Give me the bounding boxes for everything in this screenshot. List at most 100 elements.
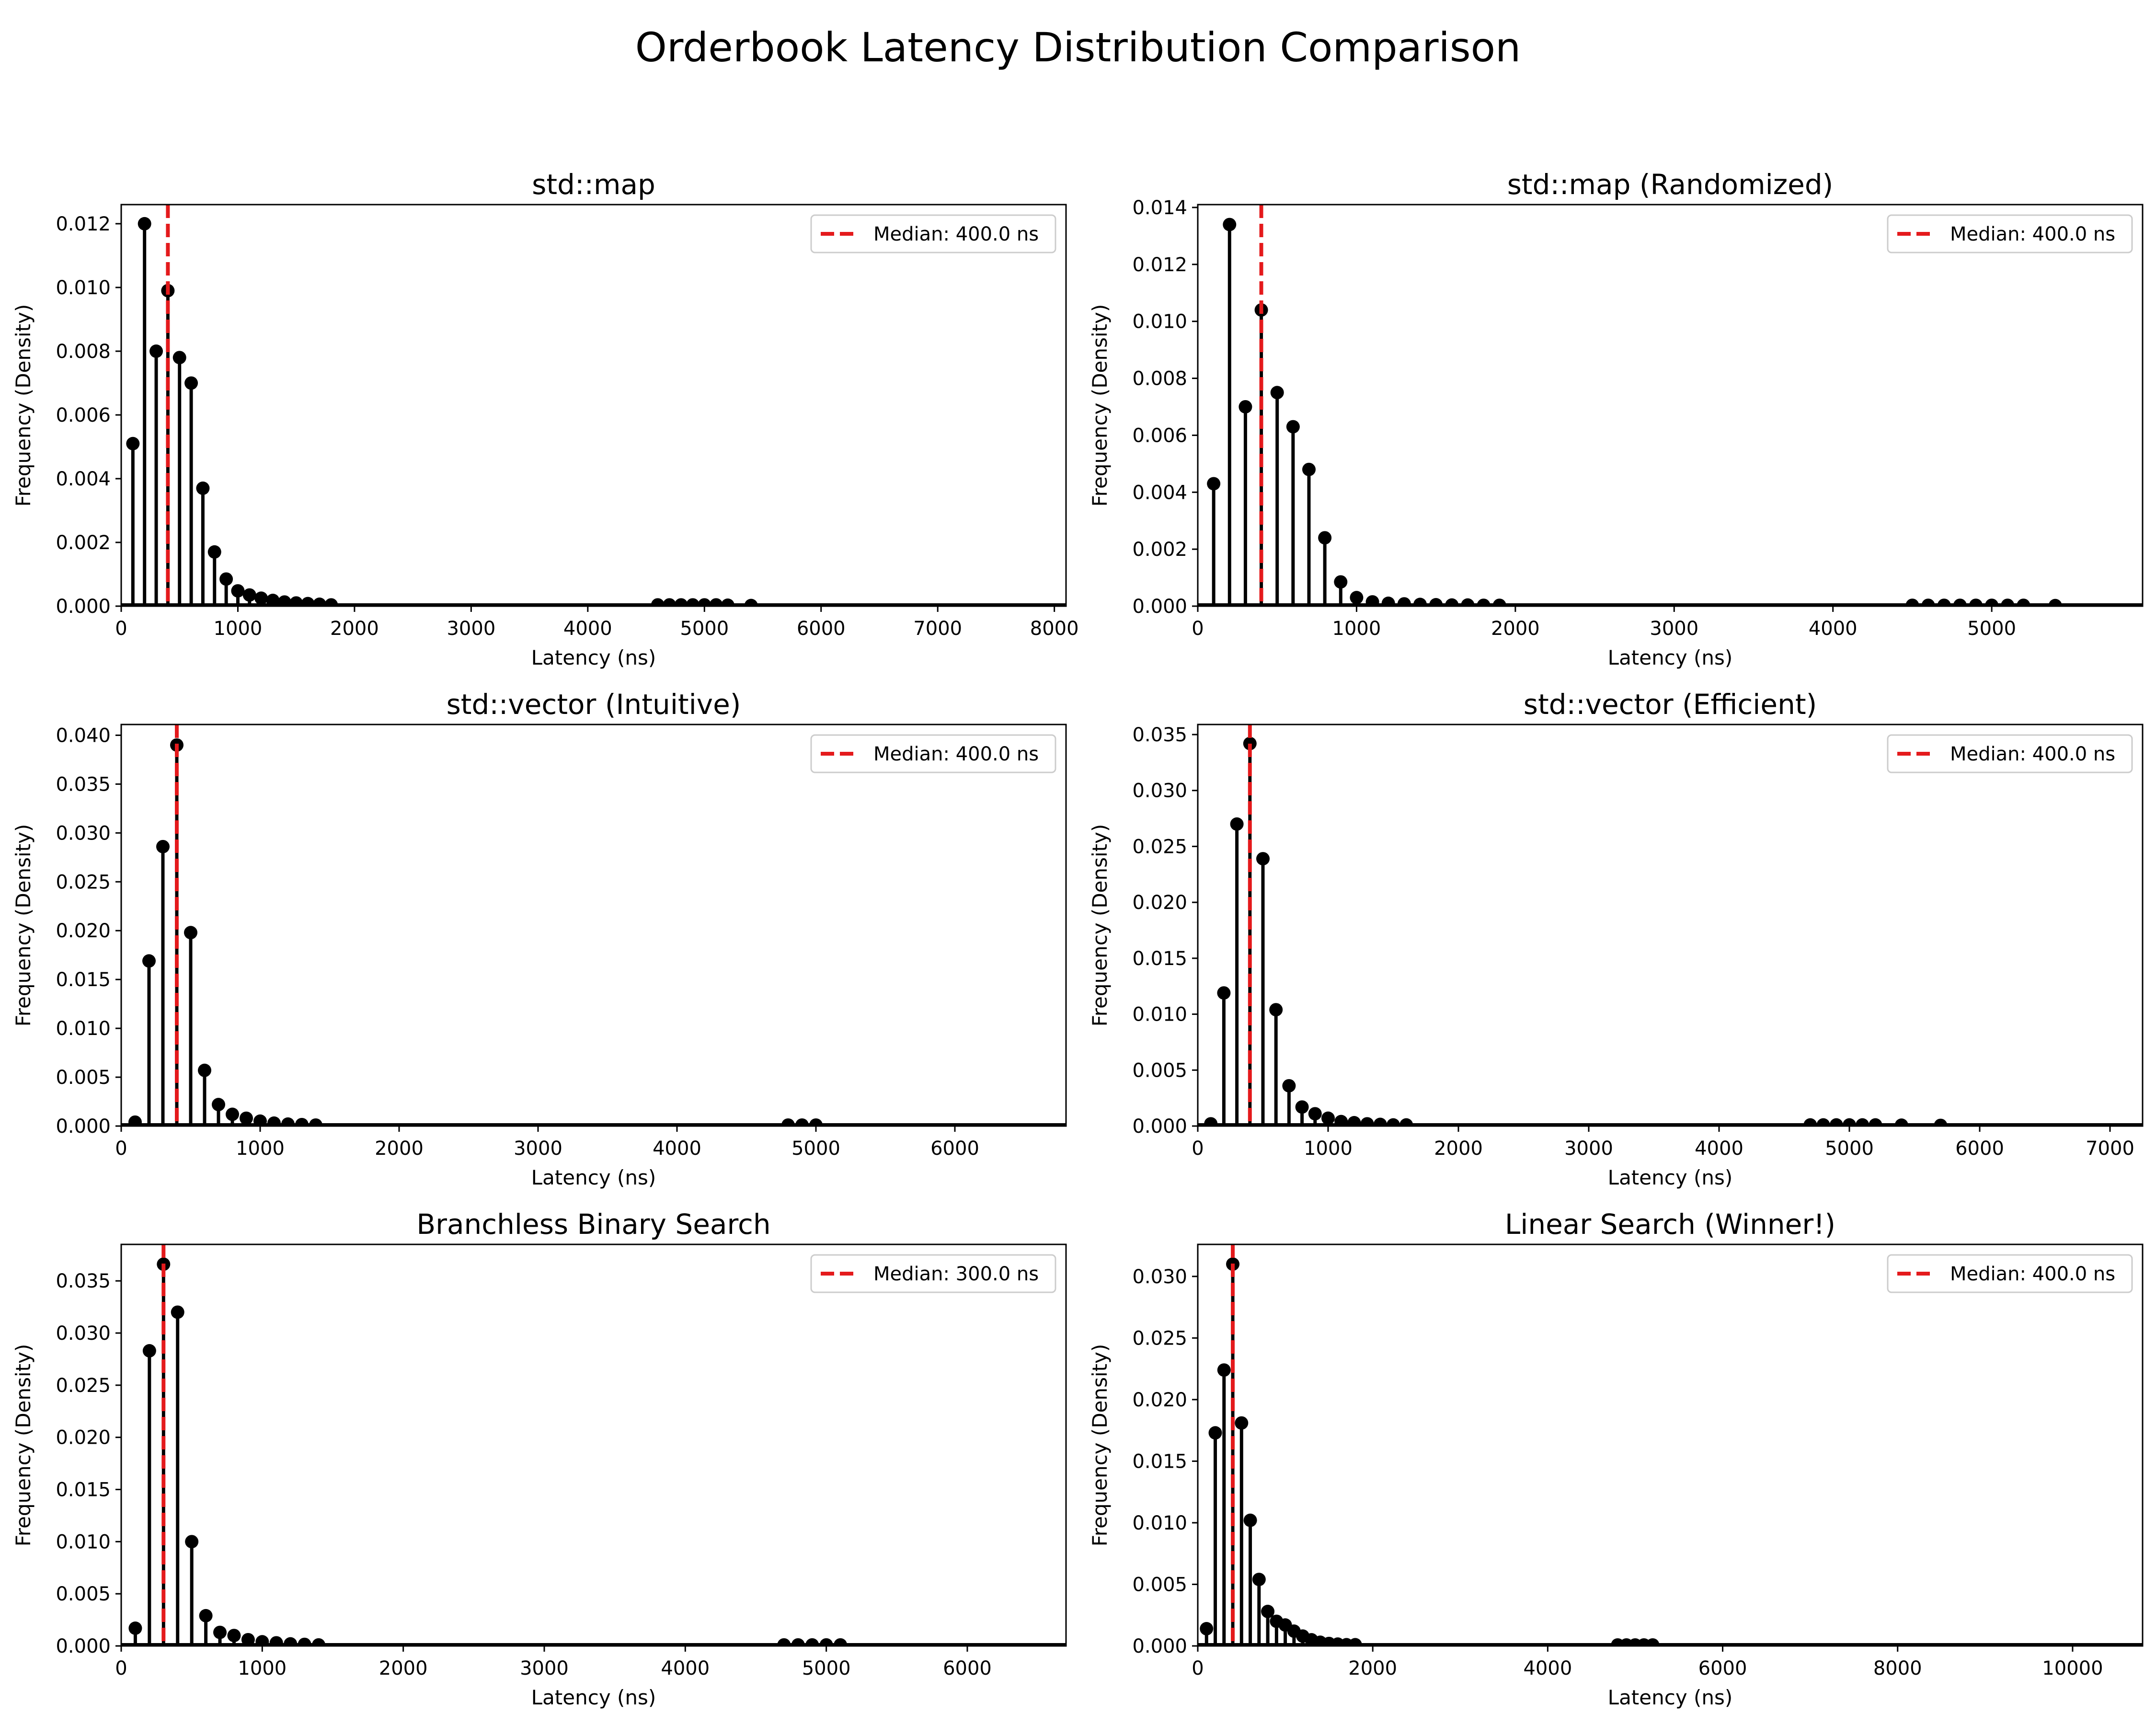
stem-marker	[1217, 1363, 1231, 1377]
stem-marker	[128, 1621, 142, 1635]
stem-marker	[324, 598, 338, 606]
legend-box	[810, 1254, 1056, 1293]
stem-marker	[242, 588, 256, 602]
x-tick-label: 3000	[520, 1657, 569, 1679]
stem-marker	[1381, 597, 1395, 606]
x-tick-label: 0	[1192, 618, 1204, 640]
x-tick-label: 1000	[1332, 618, 1381, 640]
y-tick-label: 0.020	[1132, 892, 1187, 914]
stem-marker	[312, 1638, 326, 1646]
x-tick-label: 3000	[1564, 1138, 1613, 1160]
y-tick-label: 0.035	[56, 773, 111, 795]
legend-box	[1887, 214, 2133, 253]
stem-marker	[1318, 531, 1332, 545]
stem-marker	[267, 1116, 281, 1126]
stem-marker	[1286, 420, 1300, 434]
x-tick-label: 4000	[1523, 1657, 1572, 1679]
stem-marker	[1816, 1118, 1830, 1126]
plot-area	[121, 205, 1066, 606]
legend-label: Median: 400.0 ns	[1950, 223, 2115, 245]
y-tick-label: 0.005	[1132, 1059, 1187, 1081]
stem-marker	[1256, 852, 1270, 866]
x-tick-label: 4000	[1809, 618, 1858, 640]
legend-box	[1887, 1254, 2133, 1293]
plot-area	[1198, 724, 2143, 1126]
stem-marker	[1397, 597, 1411, 606]
y-tick-label: 0.015	[56, 969, 111, 991]
y-tick-label: 0.004	[1132, 482, 1187, 504]
y-tick-label: 0.030	[56, 822, 111, 844]
stem-marker	[1207, 477, 1221, 491]
stem-marker	[1282, 1079, 1296, 1092]
axes-frame	[120, 1243, 1067, 1647]
x-tick-label: 1000	[236, 1138, 285, 1160]
legend: Median: 400.0 ns	[1887, 1254, 2133, 1293]
stem-marker	[791, 1638, 805, 1646]
y-axis-label: Frequency (Density)	[1088, 824, 1112, 1027]
subplot-title: Linear Search (Winner!)	[1505, 1208, 1835, 1241]
stem-marker	[1295, 1100, 1309, 1114]
x-tick-label: 6000	[1955, 1138, 2004, 1160]
stem-marker	[1829, 1118, 1843, 1126]
y-tick-label: 0.025	[56, 1375, 111, 1397]
y-tick-label: 0.005	[1132, 1574, 1187, 1596]
stem-marker	[219, 572, 233, 586]
stem-marker	[1223, 218, 1237, 231]
stem-marker	[809, 1118, 823, 1126]
y-tick-label: 0.000	[1132, 1635, 1187, 1657]
stem-marker	[709, 598, 723, 606]
stem-marker	[1803, 1118, 1817, 1126]
x-tick-label: 1000	[238, 1657, 287, 1679]
axes-frame	[1197, 1243, 2144, 1647]
y-tick-label: 0.000	[56, 596, 111, 618]
stem-marker	[819, 1638, 833, 1646]
x-tick-label: 6000	[1698, 1657, 1747, 1679]
x-tick-label: 8000	[1030, 618, 1079, 640]
plot-area	[1198, 1244, 2143, 1646]
x-axis-label: Latency (ns)	[531, 1166, 656, 1189]
y-tick-label: 0.002	[56, 532, 111, 554]
stem-marker	[1365, 595, 1379, 606]
y-tick-label: 0.000	[56, 1116, 111, 1138]
stem-marker	[281, 1117, 295, 1126]
x-tick-label: 3000	[1650, 618, 1698, 640]
legend-box	[810, 734, 1056, 773]
stem-marker	[1308, 1107, 1322, 1121]
stem-marker	[2048, 598, 2062, 606]
stem-marker	[721, 598, 734, 606]
stem-marker	[1646, 1638, 1660, 1646]
y-tick-label: 0.010	[56, 1531, 111, 1553]
stem-marker	[2017, 598, 2030, 606]
stem-marker	[196, 481, 210, 495]
stem-marker	[1261, 1605, 1275, 1619]
stem-marker	[255, 1635, 269, 1646]
stem-marker	[777, 1638, 791, 1646]
legend: Median: 400.0 ns	[810, 734, 1056, 773]
stem-marker	[149, 344, 163, 358]
stem-marker	[1348, 1638, 1362, 1646]
y-tick-label: 0.030	[1132, 780, 1187, 802]
x-tick-label: 1000	[214, 618, 263, 640]
stem-marker	[1399, 1118, 1413, 1126]
stem-marker	[184, 926, 197, 940]
y-tick-label: 0.005	[56, 1067, 111, 1089]
legend: Median: 400.0 ns	[1887, 214, 2133, 253]
stem-marker	[266, 594, 280, 606]
x-tick-label: 5000	[1967, 618, 2016, 640]
stem-marker	[1953, 598, 1967, 606]
y-tick-label: 0.012	[1132, 254, 1187, 276]
y-tick-label: 0.030	[56, 1322, 111, 1345]
stem-marker	[698, 598, 711, 606]
legend-label: Median: 300.0 ns	[873, 1263, 1039, 1285]
subplot-6: Linear Search (Winner!) 0 2000 4000 6000 8000…	[1088, 1208, 2144, 1709]
y-tick-label: 0.000	[1132, 1116, 1187, 1138]
y-tick-label: 0.000	[1132, 596, 1187, 618]
stem-marker	[298, 1637, 311, 1646]
x-tick-label: 0	[1192, 1657, 1204, 1679]
stem-marker	[269, 1636, 283, 1646]
y-tick-label: 0.010	[1132, 1512, 1187, 1534]
legend-label: Median: 400.0 ns	[1950, 743, 2115, 765]
stem-marker	[301, 597, 315, 606]
stem-marker	[185, 1535, 199, 1549]
stem-marker	[172, 351, 186, 365]
